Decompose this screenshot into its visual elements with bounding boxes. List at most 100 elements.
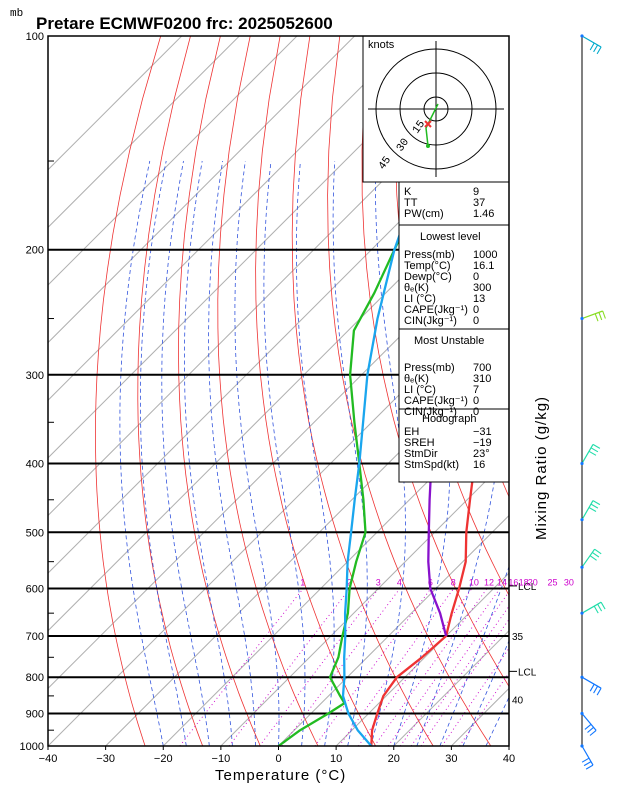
moist-adiabat: [263, 160, 306, 746]
mixing-ratio-label: 1: [300, 578, 305, 588]
moist-adiabat: [439, 565, 509, 746]
mixing-ratio-line: [338, 588, 455, 746]
index-label: SREH: [404, 437, 435, 449]
wind-barb-flag: [589, 683, 595, 692]
wind-barb-point: [580, 316, 584, 321]
moist-adiabat: [485, 696, 509, 746]
wind-barb-point: [580, 611, 584, 615]
hodograph-units-label: knots: [368, 39, 395, 51]
mixing-ratio-label: 16: [508, 578, 518, 588]
dry-adiabat: [361, 36, 509, 688]
wind-barb-flag: [593, 685, 599, 694]
index-value: 9: [473, 186, 479, 198]
isotherm: [48, 226, 509, 690]
wind-barbs: [580, 34, 606, 770]
lowest-level-heading: Lowest level: [420, 231, 481, 243]
index-label: TT: [404, 197, 418, 209]
wind-barb-flag: [593, 605, 599, 614]
moist-adiabat: [295, 160, 335, 746]
mixing-ratio-line: [387, 588, 501, 746]
wind-barb-point: [580, 565, 584, 569]
dry-adiabat: [327, 36, 492, 746]
mixing-ratio-label: 3: [376, 578, 381, 588]
mixing-ratio-line: [459, 671, 509, 746]
y-axis-label: Mixing Ratio (g/kg): [533, 396, 550, 540]
isotherm: [162, 399, 509, 746]
index-label: θₑ(K): [404, 282, 429, 294]
isotherm: [335, 572, 509, 746]
level-label: 35: [512, 632, 524, 643]
wind-barb-point: [580, 518, 584, 522]
index-label: LI (°C): [404, 384, 436, 396]
index-label: PW(cm): [404, 208, 444, 220]
temperature-tick-label: 0: [275, 753, 281, 765]
index-value: 0: [473, 406, 479, 418]
dry-adiabat: [291, 36, 434, 746]
mixing-ratio-line: [410, 605, 509, 746]
index-label: CAPE(Jkg⁻¹): [404, 395, 468, 407]
index-label: Press(mb): [404, 249, 455, 261]
surface-parcel-line: [341, 116, 442, 746]
pressure-tick-label: 400: [26, 458, 44, 470]
index-label: LI (°C): [404, 293, 436, 305]
pressure-tick-label: 500: [26, 527, 44, 539]
mixing-ratio-label: 30: [564, 578, 574, 588]
hodograph-point: [426, 144, 430, 148]
hodograph-params-heading: Hodograph: [422, 413, 476, 425]
dry-adiabat: [217, 36, 319, 746]
index-value: 0: [473, 304, 479, 316]
index-label: StmSpd(kt): [404, 459, 459, 471]
isotherm: [48, 36, 240, 229]
wind-barb-flag: [598, 312, 603, 321]
wind-barb-flag: [589, 555, 597, 561]
mixing-ratio-line: [179, 588, 304, 746]
wind-barb: [581, 601, 602, 614]
wind-barb: [581, 35, 602, 48]
temperature-tick-label: 40: [503, 753, 515, 765]
temperature-axis: −40 −30 −20 −10 0 10 20 30 40: [39, 746, 515, 765]
level-label: LCL: [518, 582, 537, 593]
wind-barb-flag: [581, 757, 590, 763]
wind-barb: [581, 310, 603, 320]
pressure-units-label: mb: [10, 8, 23, 20]
dry-adiabat: [579, 36, 618, 746]
index-label: Dewp(°C): [404, 271, 452, 283]
wind-barb-flag: [591, 551, 600, 558]
dry-adiabat: [94, 36, 162, 746]
index-value: −19: [473, 437, 492, 449]
index-value: −31: [473, 426, 492, 438]
moist-adiabat: [234, 160, 280, 746]
index-label: Temp(°C): [404, 260, 451, 272]
index-value: 700: [473, 362, 491, 374]
mixing-ratio-line: [420, 618, 509, 746]
temperature-tick-label: −10: [212, 753, 231, 765]
wind-barb-flag: [583, 761, 592, 767]
isotherm: [508, 745, 509, 746]
moist-adiabat: [462, 639, 509, 746]
isotherm: [48, 36, 471, 459]
wind-barb-point: [580, 461, 584, 466]
dry-adiabat: [549, 36, 618, 746]
wind-barb-flag: [592, 500, 601, 506]
mixing-ratio-label: 20: [528, 578, 538, 588]
pressure-axis: 100 200 300 400 500 600 700 800 900 1000: [20, 31, 44, 753]
mixing-ratio-label: 4: [397, 578, 402, 588]
background-lines: [48, 36, 618, 746]
isotherm: [567, 36, 618, 746]
dry-adiabat: [519, 36, 618, 746]
dry-adiabat: [608, 36, 618, 746]
wind-barb-flag: [589, 729, 597, 736]
mixing-ratio-labels: 1 2 3 4 6 8 10 12 14 16 18 20 25 30: [300, 578, 574, 588]
wind-barb-flag: [596, 46, 602, 55]
mixing-ratio-label: 2: [347, 578, 352, 588]
wind-barb-point: [580, 711, 584, 716]
mixing-ratio-line: [374, 588, 488, 746]
wind-barb-flag: [594, 548, 602, 555]
wind-barb-flag: [589, 42, 595, 51]
temperature-tick-label: 10: [330, 753, 342, 765]
pressure-tick-label: 700: [26, 631, 44, 643]
wind-barb-flag: [593, 44, 599, 53]
dry-adiabat: [255, 36, 376, 746]
